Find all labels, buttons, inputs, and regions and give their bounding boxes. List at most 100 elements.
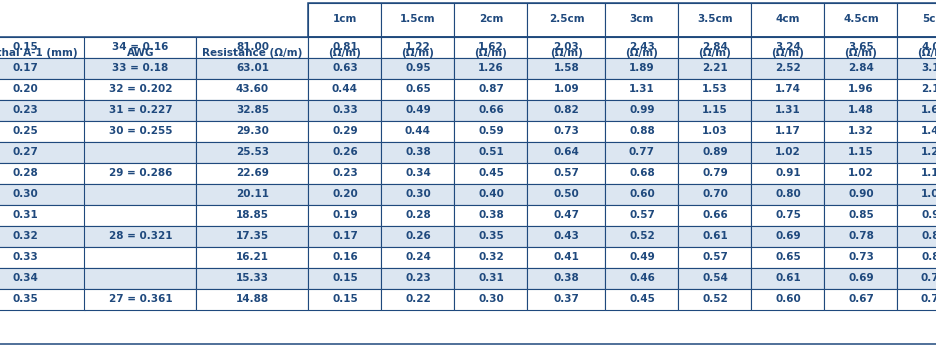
Text: 43.60: 43.60 [236, 84, 269, 94]
Bar [897, 183, 936, 204]
Bar [751, 2, 824, 36]
Text: 0.85: 0.85 [847, 210, 873, 220]
Text: 0.49: 0.49 [628, 252, 654, 262]
Text: 0.20: 0.20 [12, 84, 38, 94]
Text: 0.75: 0.75 [774, 210, 800, 220]
Bar [84, 226, 197, 246]
Bar [454, 163, 527, 183]
Text: 1.62: 1.62 [477, 42, 504, 52]
Bar [897, 142, 936, 163]
Bar [454, 100, 527, 120]
Text: Kanthal A-1 (mm): Kanthal A-1 (mm) [0, 48, 78, 58]
Bar [751, 100, 824, 120]
Text: 0.81: 0.81 [920, 252, 936, 262]
Text: 0.35: 0.35 [12, 294, 38, 304]
Bar [381, 57, 454, 79]
Text: 1.31: 1.31 [774, 105, 800, 115]
Bar [0, 79, 84, 100]
Bar [84, 120, 197, 142]
Bar [197, 142, 308, 163]
Bar [0, 2, 84, 36]
Text: 0.82: 0.82 [553, 105, 578, 115]
Text: 1.13: 1.13 [920, 168, 936, 178]
Bar [527, 267, 605, 289]
Text: 0.64: 0.64 [553, 147, 578, 157]
Bar [678, 267, 751, 289]
Text: 0.46: 0.46 [628, 273, 654, 283]
Bar [751, 79, 824, 100]
Text: 0.54: 0.54 [701, 273, 727, 283]
Bar [897, 36, 936, 57]
Bar [308, 289, 381, 310]
Bar [751, 226, 824, 246]
Bar [897, 163, 936, 183]
Text: 0.30: 0.30 [477, 294, 504, 304]
Bar [527, 204, 605, 226]
Bar [84, 267, 197, 289]
Bar [308, 183, 381, 204]
Bar [454, 79, 527, 100]
Text: (Ω/m): (Ω/m) [625, 48, 658, 58]
Bar [0, 100, 84, 120]
Bar [381, 36, 454, 71]
Text: 0.43: 0.43 [553, 231, 578, 241]
Text: 1.22: 1.22 [404, 42, 431, 52]
Text: 29.30: 29.30 [236, 126, 269, 136]
Bar [678, 204, 751, 226]
Text: 0.73: 0.73 [847, 252, 873, 262]
Text: 0.80: 0.80 [774, 189, 800, 199]
Text: 0.47: 0.47 [553, 210, 578, 220]
Text: 1.02: 1.02 [847, 168, 873, 178]
Bar [527, 100, 605, 120]
Text: 3.65: 3.65 [847, 42, 873, 52]
Text: 2.21: 2.21 [701, 63, 727, 73]
Bar [527, 226, 605, 246]
Text: 0.23: 0.23 [12, 105, 38, 115]
Text: 0.57: 0.57 [553, 168, 578, 178]
Text: 0.37: 0.37 [553, 294, 578, 304]
Text: 0.65: 0.65 [404, 84, 431, 94]
Text: 33 = 0.18: 33 = 0.18 [112, 63, 168, 73]
Text: 0.94: 0.94 [920, 210, 936, 220]
Bar [824, 289, 897, 310]
Bar [197, 2, 308, 36]
Text: 0.67: 0.67 [847, 294, 873, 304]
Bar [381, 204, 454, 226]
Text: (Ω/m): (Ω/m) [843, 48, 876, 58]
Text: 0.61: 0.61 [701, 231, 727, 241]
Text: 0.65: 0.65 [774, 252, 800, 262]
Bar [678, 226, 751, 246]
Text: 0.29: 0.29 [332, 126, 358, 136]
Text: 31 = 0.227: 31 = 0.227 [109, 105, 172, 115]
Text: 0.95: 0.95 [404, 63, 431, 73]
Text: 1.64: 1.64 [920, 105, 936, 115]
Text: 2.43: 2.43 [628, 42, 654, 52]
Text: (Ω/m): (Ω/m) [770, 48, 804, 58]
Bar [751, 163, 824, 183]
Bar [454, 36, 527, 71]
Text: 0.89: 0.89 [701, 147, 727, 157]
Bar [751, 267, 824, 289]
Bar [308, 100, 381, 120]
Bar [197, 79, 308, 100]
Text: 2cm: 2cm [478, 15, 503, 25]
Text: 0.57: 0.57 [628, 210, 654, 220]
Text: 0.78: 0.78 [847, 231, 873, 241]
Text: 0.52: 0.52 [701, 294, 727, 304]
Bar [454, 246, 527, 267]
Text: 0.26: 0.26 [331, 147, 358, 157]
Bar [605, 226, 678, 246]
Text: 25.53: 25.53 [236, 147, 269, 157]
Bar [308, 57, 381, 79]
Bar [381, 36, 454, 57]
Bar [678, 289, 751, 310]
Text: 32 = 0.202: 32 = 0.202 [109, 84, 172, 94]
Text: 1.32: 1.32 [847, 126, 873, 136]
Text: 2.84: 2.84 [847, 63, 873, 73]
Bar [308, 120, 381, 142]
Bar [0, 142, 84, 163]
Bar [308, 204, 381, 226]
Bar [84, 289, 197, 310]
Bar [381, 183, 454, 204]
Bar [751, 36, 824, 71]
